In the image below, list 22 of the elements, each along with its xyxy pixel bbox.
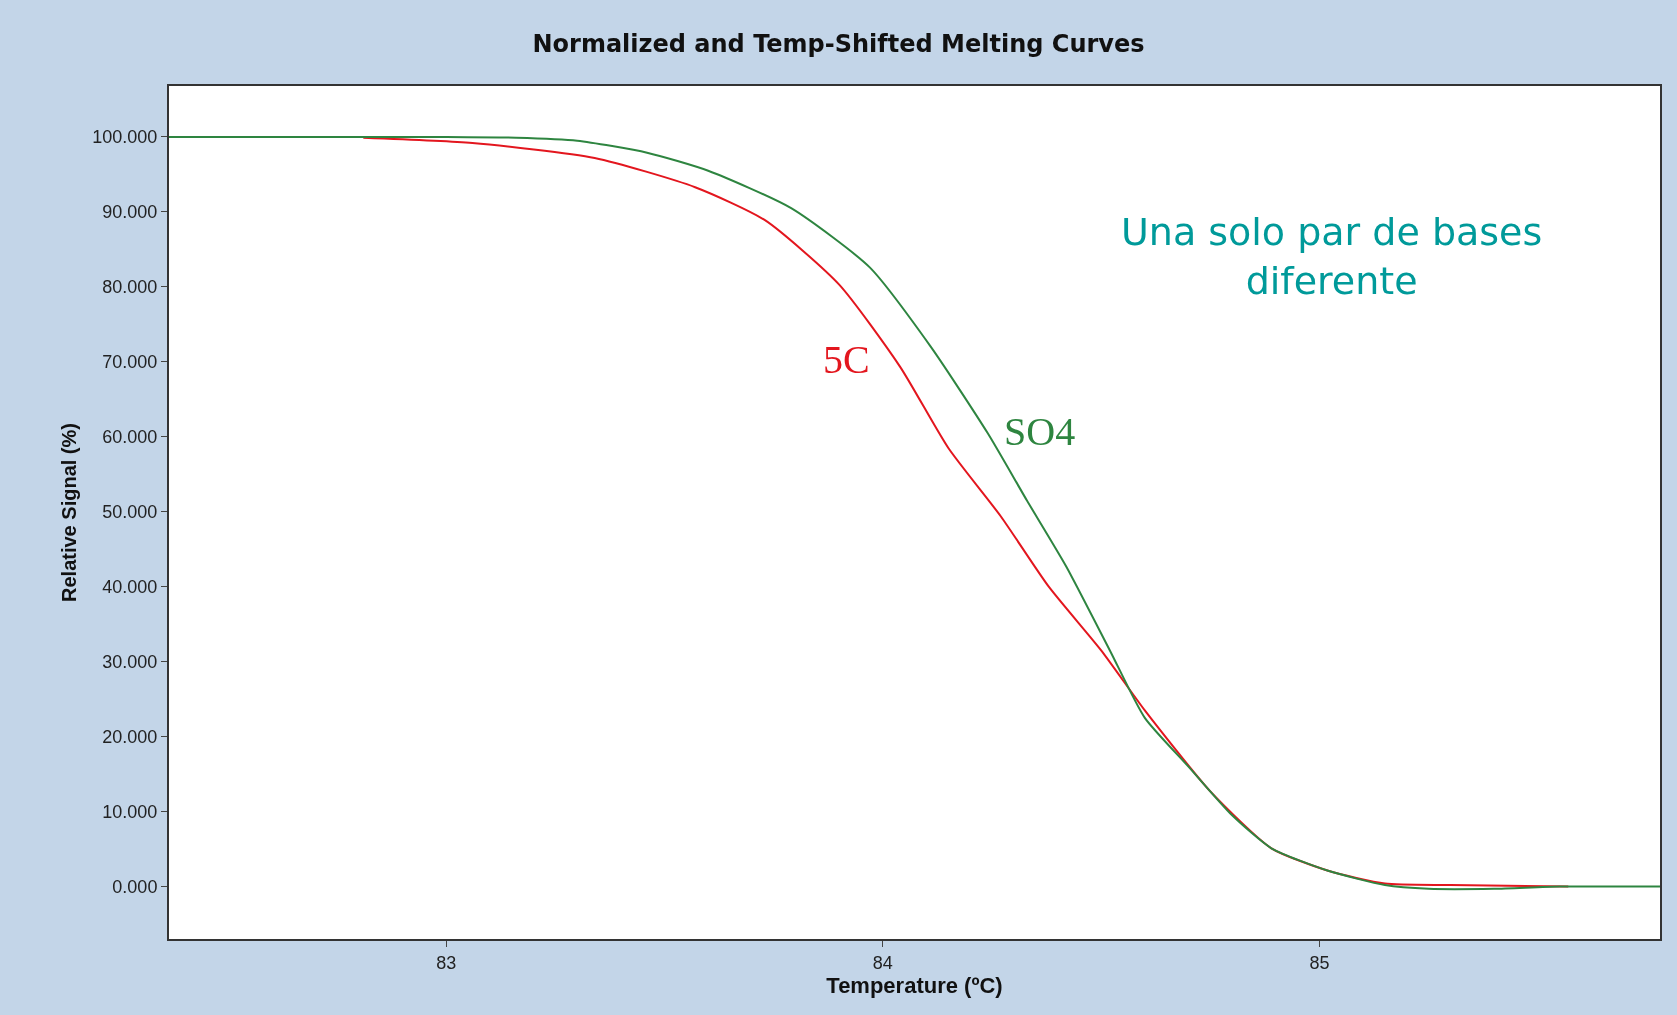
y-tick-label: 70.000 [102,352,158,373]
series-label: 5C [823,337,870,382]
series-label: SO4 [1004,409,1076,454]
annotation: Una solo par de bases diferente [1121,210,1543,304]
x-tick-label: 85 [1309,952,1330,973]
y-tick-label: 80.000 [102,277,158,298]
y-tick-label: 30.000 [102,651,158,672]
x-tick-label: 83 [436,952,457,973]
y-tick-label: 60.000 [102,427,158,448]
y-tick-label: 0.000 [112,876,158,897]
x-axis-title: Temperature (ºC) [826,973,1003,998]
x-tick-label: 84 [872,952,893,973]
y-tick-label: 10.000 [102,801,158,822]
y-tick-label: 100.000 [92,127,158,148]
y-tick-label: 90.000 [102,202,158,223]
y-tick-label: 40.000 [102,577,158,598]
y-tick-label: 20.000 [102,726,158,747]
y-tick-label: 50.000 [102,502,158,523]
line-series [169,135,1660,891]
line-series [362,136,1570,888]
chart-title: Normalized and Temp-Shifted Melting Curves [532,30,1145,59]
y-axis-title: Relative Signal (%) [58,423,81,602]
